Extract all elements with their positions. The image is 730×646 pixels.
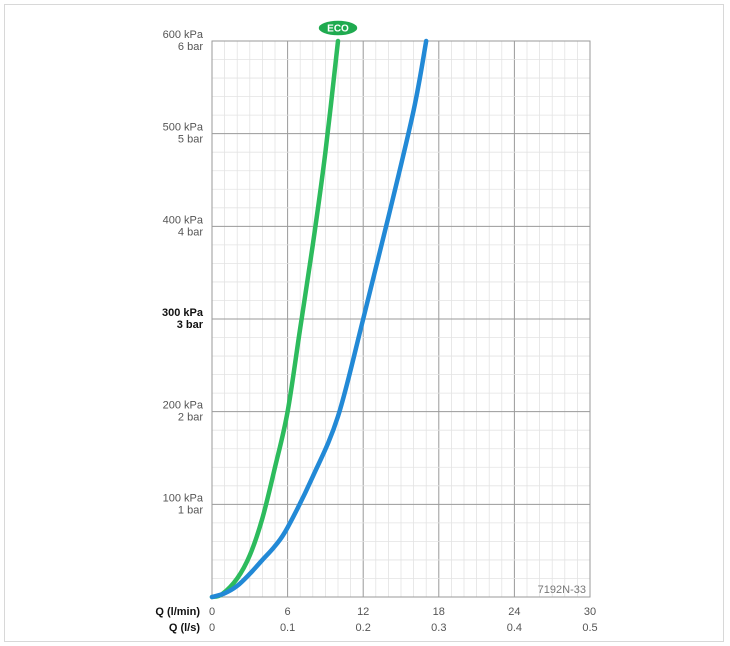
y-tick-kpa-label: 400 kPa (163, 214, 204, 226)
y-tick-kpa-label: 100 kPa (163, 492, 204, 504)
x-tick-label: 24 (508, 606, 520, 618)
series-line-1 (209, 38, 341, 600)
x-tick-label: 6 (285, 606, 291, 618)
x2-tick-label: 0.5 (582, 622, 597, 634)
x-tick-label: 12 (357, 606, 369, 618)
y-tick-bar-label: 5 bar (178, 134, 203, 146)
y-tick-kpa-label: 600 kPa (163, 29, 204, 41)
y-tick-kpa-label: 300 kPa (162, 307, 204, 319)
x-tick-label: 30 (584, 606, 596, 618)
y-tick-bar-label: 2 bar (178, 412, 203, 424)
eco-badge-shape (317, 19, 359, 37)
eco-badge-label: ECO (327, 24, 349, 35)
x-tick-label: 18 (433, 606, 445, 618)
x-axis-title-ls: Q (l/s) (169, 622, 201, 634)
x2-tick-label: 0.2 (356, 622, 371, 634)
x2-tick-label: 0.1 (280, 622, 295, 634)
x-axis-title-lmin: Q (l/min) (155, 606, 200, 618)
y-tick-kpa-label: 200 kPa (163, 400, 204, 412)
series-line-2 (209, 38, 429, 600)
y-tick-bar-label: 1 bar (178, 504, 203, 516)
y-tick-kpa-label: 500 kPa (163, 122, 204, 134)
y-tick-bar-label: 6 bar (178, 41, 203, 53)
y-tick-bar-label: 4 bar (178, 226, 203, 238)
eco-badge: ECO (317, 19, 359, 37)
x2-tick-label: 0.4 (507, 622, 522, 634)
plot-border (211, 40, 591, 598)
series-layer: ECO (209, 19, 429, 600)
x2-tick-label: 0.3 (431, 622, 446, 634)
chart-code-label: 7192N-33 (538, 584, 586, 596)
x-tick-label: 0 (209, 606, 215, 618)
x2-tick-label: 0 (209, 622, 215, 634)
x-axis-labels: Q (l/min) Q (l/s) 0 0 6 0.1 12 0.2 18 0.3 24 0.4 30 0… (155, 606, 597, 634)
grid (211, 40, 591, 598)
y-tick-bar-label: 3 bar (177, 319, 204, 331)
